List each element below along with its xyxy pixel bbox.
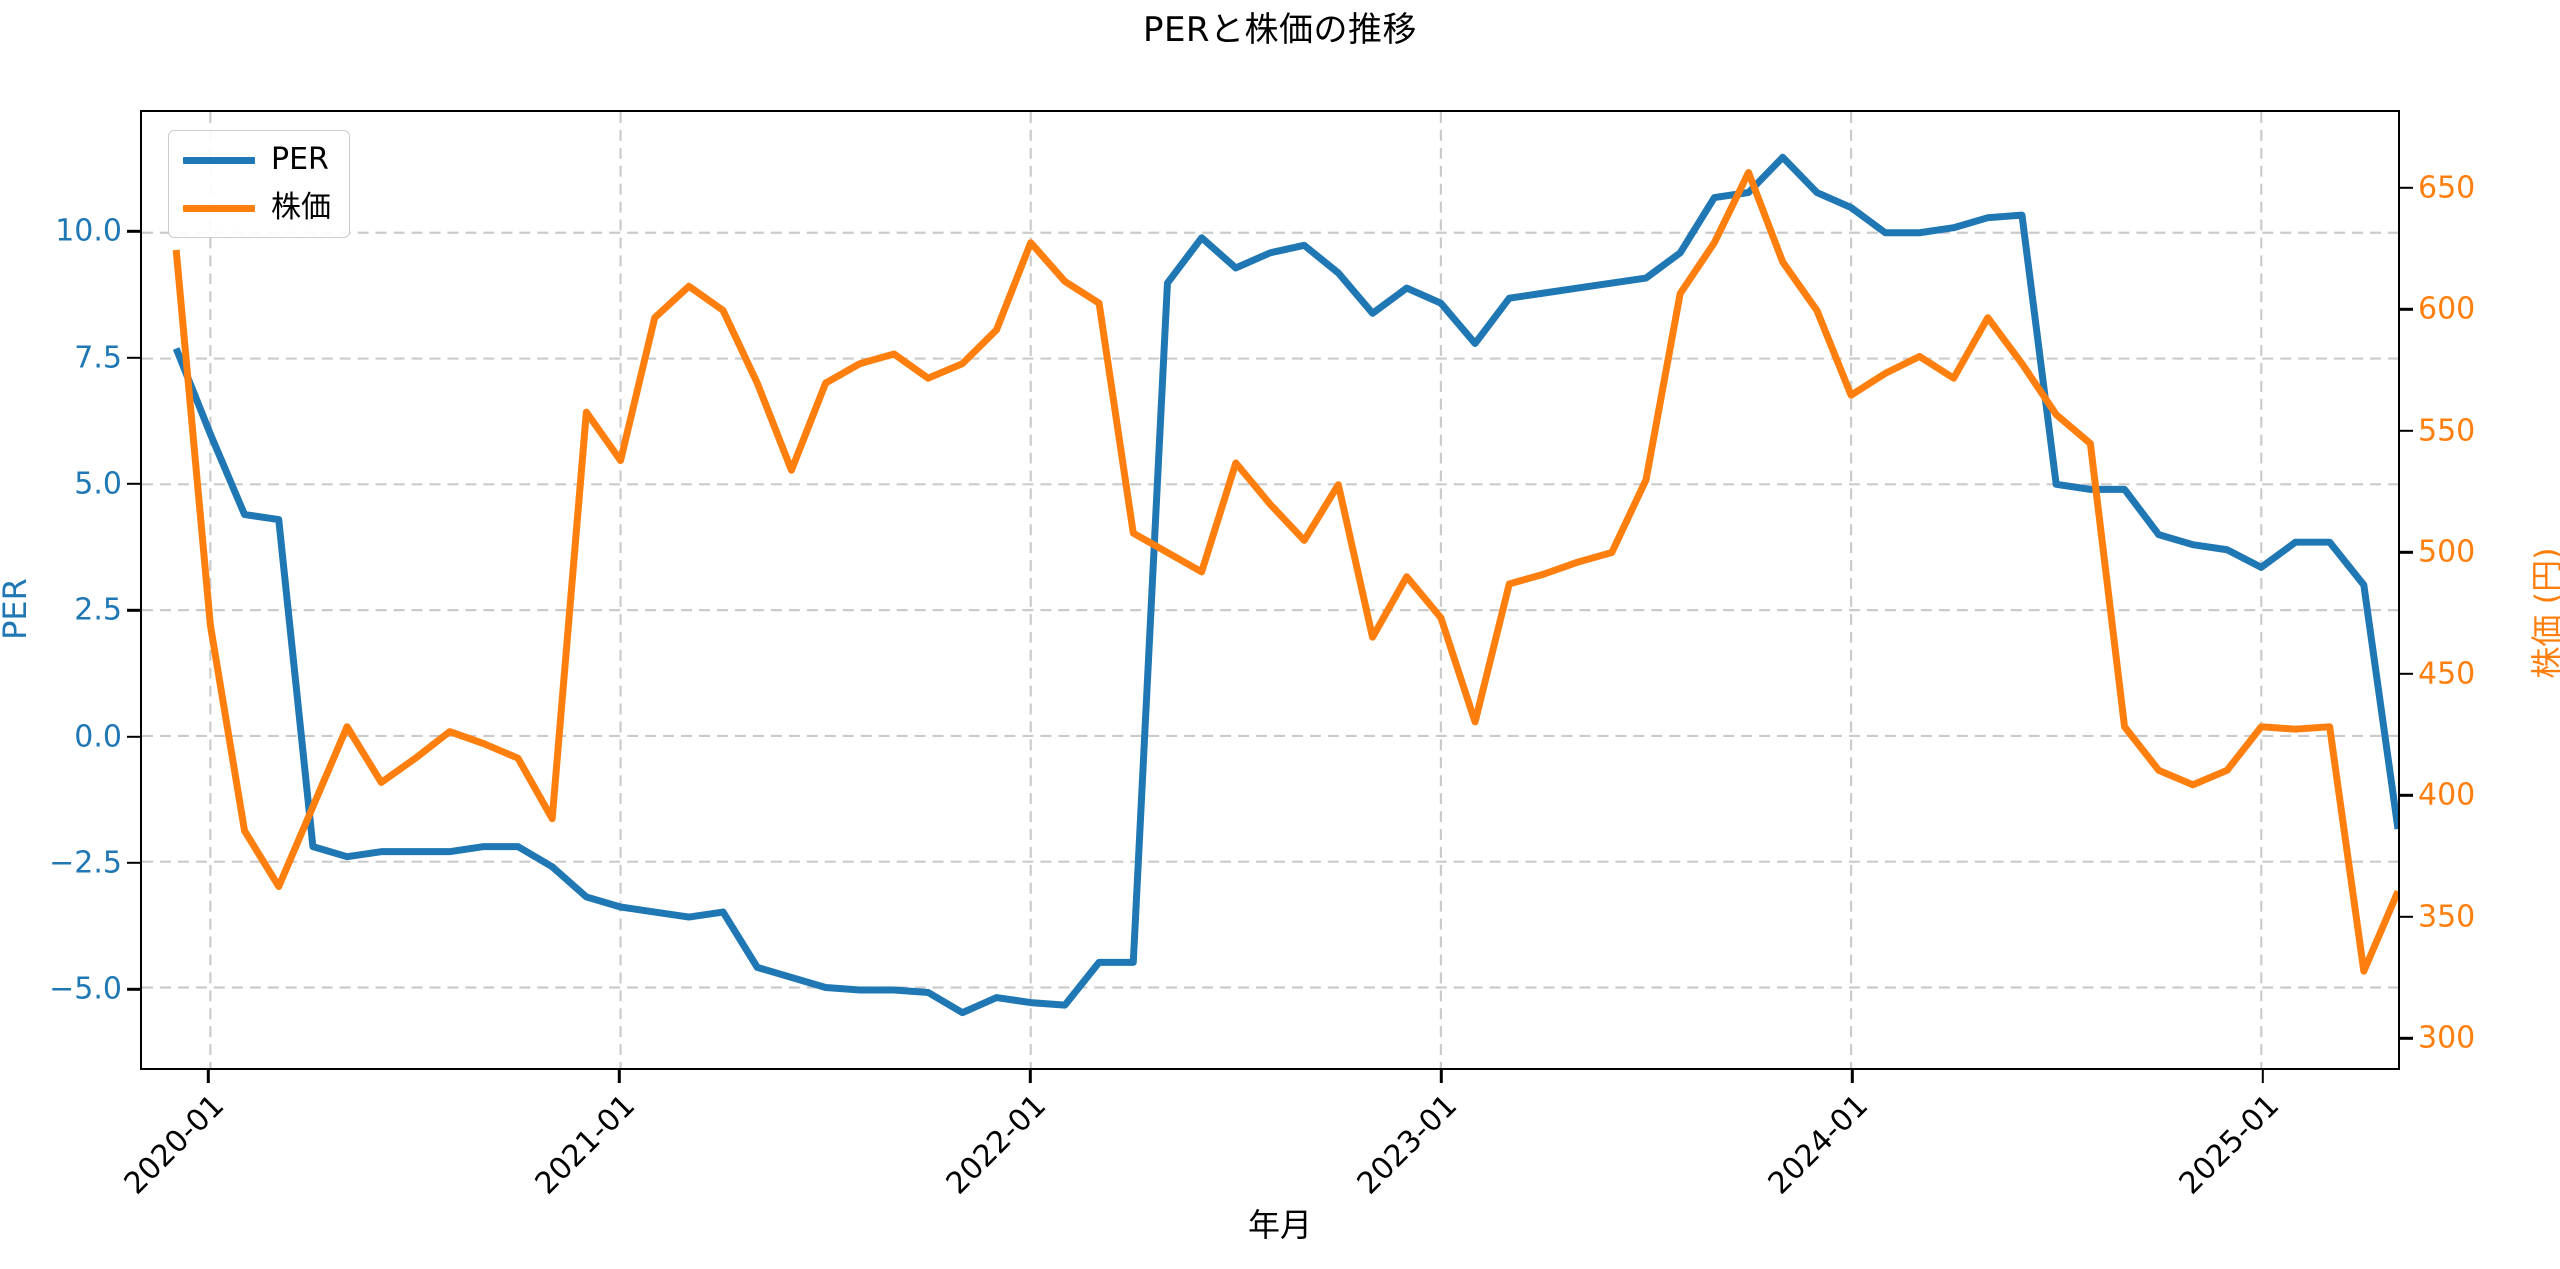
x-tick-label: 2023-01 (1350, 1088, 1465, 1202)
series-kabuka (172, 169, 2398, 975)
legend-item[interactable]: PER (183, 143, 331, 177)
y-right-tick-label: 300 (2418, 1020, 2476, 1056)
x-tickmark (1850, 1070, 1854, 1083)
y-right-tickmark (2400, 794, 2413, 797)
x-tick-label: 2021-01 (529, 1088, 643, 1202)
y-right-tick-label: 400 (2418, 777, 2476, 813)
x-axis-ticks: 2020-01 2021-01 2022-01 2023-01 2024-01 2025-… (0, 1084, 2560, 1204)
x-tick-label: 2022-01 (940, 1088, 1054, 1202)
x-tick-label: 2020-01 (118, 1088, 232, 1202)
y-axis-right-title: 株価 (円) (2528, 547, 2560, 679)
y-right-tick-label: 500 (2418, 534, 2476, 570)
y-right-tick-label: 650 (2418, 170, 2476, 206)
y-right-tickmark (2400, 915, 2413, 919)
y-right-tickmark (2400, 1037, 2413, 1040)
x-tickmark (2261, 1070, 2265, 1083)
y-left-tickmark (127, 609, 140, 612)
legend-item[interactable]: 株価 (183, 191, 331, 225)
y-left-tickmark (127, 356, 140, 359)
y-left-tick-label: −2.5 (49, 845, 122, 881)
page-title: PERと株価の推移 (1142, 10, 1418, 50)
plot-area: PER 株価 (140, 110, 2400, 1070)
y-left-tick-label: 7.5 (74, 340, 122, 376)
y-right-tick-label: 450 (2418, 656, 2476, 692)
y-right-tickmark (2400, 551, 2413, 554)
y-right-tickmark (2400, 672, 2413, 676)
y-right-tick-label: 350 (2418, 899, 2476, 935)
legend-label: 株価 (271, 190, 331, 225)
y-right-tickmark (2400, 186, 2413, 189)
y-left-tick-label: 5.0 (74, 466, 122, 502)
y-right-tick-label: 600 (2418, 291, 2476, 327)
y-right-tick-label: 550 (2418, 413, 2476, 449)
y-right-tickmark (2400, 308, 2413, 311)
x-tick-label: 2024-01 (1761, 1088, 1876, 1202)
x-tickmark (1029, 1070, 1032, 1083)
y-axis-right-ticks: 650 600 550 500 450 400 350 300 (2418, 110, 2560, 1070)
y-left-tick-label: 2.5 (74, 592, 122, 628)
y-left-tickmark (127, 987, 140, 991)
y-axis-left-ticks: 10.0 7.5 5.0 2.5 0.0 −2.5 −5.0 (0, 110, 122, 1070)
x-tickmark (207, 1070, 210, 1083)
y-left-tickmark (127, 230, 140, 233)
x-axis-title: 年月 (1247, 1206, 1312, 1244)
y-axis-left-title: PER (0, 578, 34, 640)
legend-color-swatch (183, 204, 255, 212)
legend-color-swatch (183, 156, 255, 164)
series-lines (172, 153, 2398, 1017)
x-tickmark (1440, 1070, 1443, 1083)
x-tick-label: 2025-01 (2172, 1088, 2287, 1202)
legend: PER 株価 (168, 130, 350, 238)
y-left-tick-label: 10.0 (55, 213, 122, 249)
y-left-tick-label: −5.0 (49, 971, 122, 1007)
series-per (172, 153, 2398, 1017)
legend-label: PER (271, 142, 329, 177)
y-left-tickmark (127, 735, 140, 738)
x-tickmark (618, 1070, 621, 1083)
y-right-tickmark (2400, 429, 2413, 432)
y-left-tickmark (127, 482, 140, 486)
y-left-tickmark (127, 861, 140, 865)
y-left-tick-label: 0.0 (74, 719, 122, 755)
